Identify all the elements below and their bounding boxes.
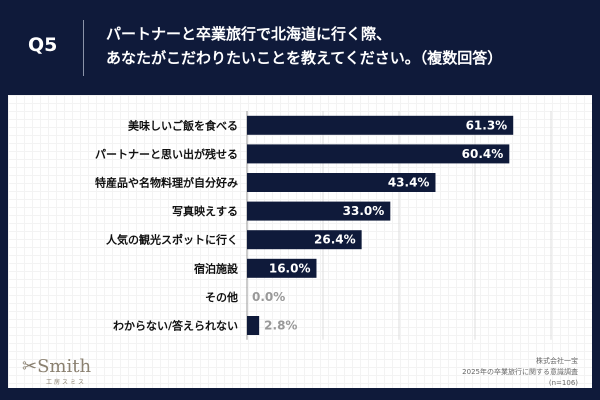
source-note: 株式会社一宝 2025年の卒業旅行に関する意識調査 (n=106) (462, 356, 578, 389)
bar (247, 144, 510, 164)
logo-mark-icon: ✂ (22, 356, 38, 377)
category-label: 写真映えする (172, 204, 238, 218)
category-label: 人気の観光スポットに行く (106, 233, 238, 247)
category-label: 特産品や名物料理が自分好み (95, 176, 238, 190)
question-title: パートナーと卒業旅行で北海道に行く際、 あなたがこだわりたいことを教えてください… (106, 22, 502, 70)
category-label: わからない/答えられない (113, 319, 238, 333)
bar (247, 316, 260, 335)
data-label: 61.3% (466, 118, 508, 132)
logo-sub: 工房スミス (46, 379, 87, 386)
data-label: 16.0% (269, 261, 311, 275)
data-label: 0.0% (252, 290, 285, 304)
question-number: Q5 (28, 34, 58, 56)
category-label: その他 (205, 290, 238, 304)
category-label: 美味しいご飯を食べる (128, 118, 238, 132)
source-sample: (n=106) (548, 379, 578, 387)
header-divider (83, 20, 84, 76)
bar (247, 230, 362, 250)
source-survey: 2025年の卒業旅行に関する意識調査 (462, 368, 578, 376)
bar (247, 115, 514, 135)
data-label: 43.4% (388, 176, 430, 190)
bar (247, 258, 317, 278)
category-label: 宿泊施設 (194, 261, 239, 275)
title-line-2: あなたがこだわりたいことを教えてください。（複数回答） (106, 49, 503, 67)
bar (247, 173, 436, 192)
data-label: 26.4% (314, 233, 356, 247)
bar (247, 201, 391, 221)
source-company: 株式会社一宝 (536, 357, 578, 365)
data-label: 2.8% (264, 319, 297, 333)
logo-text: Smith (37, 356, 92, 377)
category-label: パートナーと思い出が残せる (95, 147, 238, 161)
smith-logo: ✂Smith 工房スミス (22, 356, 91, 386)
title-line-1: パートナーと卒業旅行で北海道に行く際、 (106, 25, 392, 43)
data-label: 33.0% (343, 204, 385, 218)
data-label: 60.4% (462, 147, 504, 161)
